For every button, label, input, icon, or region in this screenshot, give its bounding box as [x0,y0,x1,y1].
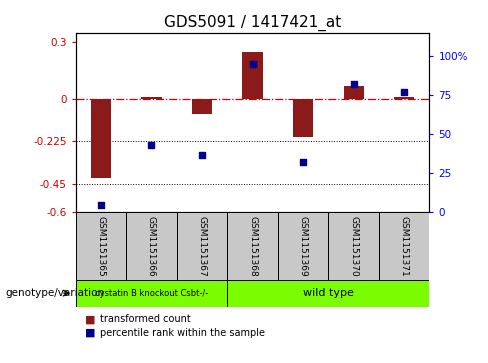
Text: GSM1151368: GSM1151368 [248,216,257,277]
Bar [379,212,429,280]
Text: genotype/variation: genotype/variation [5,288,104,298]
Text: percentile rank within the sample: percentile rank within the sample [100,328,265,338]
Bar [243,52,263,99]
Bar [76,212,126,280]
Bar [126,212,177,280]
Point [147,142,155,148]
Text: ■: ■ [85,328,96,338]
Point [97,201,105,207]
Point [198,152,206,158]
Text: wild type: wild type [303,288,354,298]
Point [400,89,408,95]
Point [249,61,257,67]
Text: GSM1151370: GSM1151370 [349,216,358,277]
Text: GSM1151369: GSM1151369 [299,216,307,277]
Bar [76,280,227,307]
Text: GSM1151365: GSM1151365 [97,216,105,277]
Bar [192,99,212,114]
Bar [328,212,379,280]
Bar [91,99,111,178]
Point [299,159,307,165]
Text: GSM1151366: GSM1151366 [147,216,156,277]
Text: ■: ■ [85,314,96,325]
Text: cystatin B knockout Csbt-/-: cystatin B knockout Csbt-/- [95,289,208,298]
Bar [227,212,278,280]
Text: transformed count: transformed count [100,314,191,325]
Bar [394,97,414,99]
Bar [142,97,162,99]
Point [350,81,358,87]
Text: GSM1151367: GSM1151367 [198,216,206,277]
Bar [227,280,429,307]
Title: GDS5091 / 1417421_at: GDS5091 / 1417421_at [164,15,341,31]
Bar [344,86,364,99]
Bar [278,212,328,280]
Text: GSM1151371: GSM1151371 [400,216,408,277]
Bar [177,212,227,280]
Bar [293,99,313,137]
